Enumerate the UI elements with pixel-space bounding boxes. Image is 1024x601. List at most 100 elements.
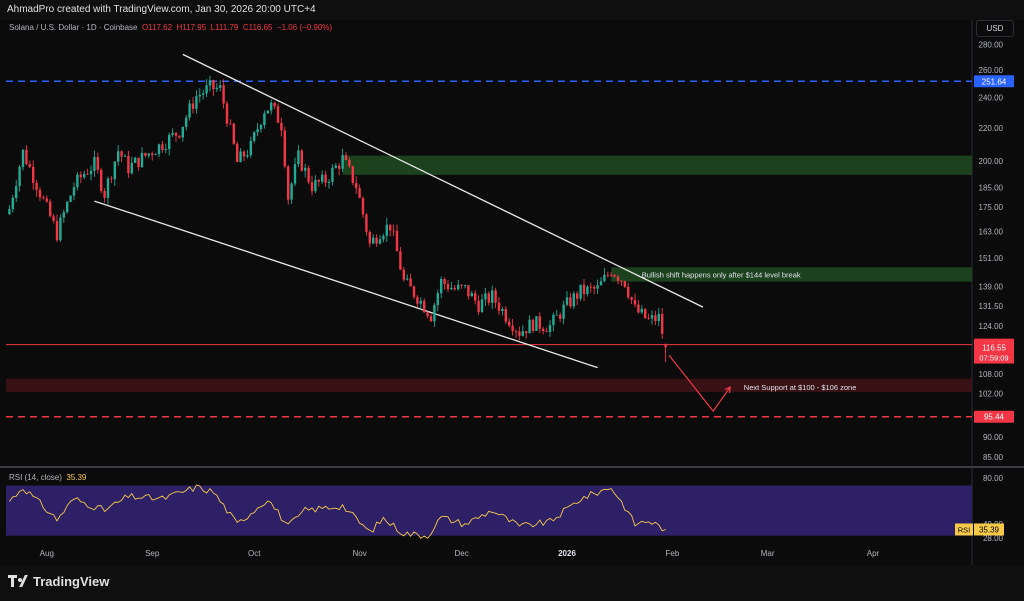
candle (239, 147, 242, 163)
candle (137, 157, 140, 171)
candle (283, 126, 286, 169)
candle (66, 200, 69, 214)
candle-body (501, 309, 504, 311)
annotation-2: Next Support at $100 - $106 zone (744, 383, 857, 392)
candle (334, 163, 337, 169)
candle-body (518, 331, 521, 336)
candle-body (8, 209, 11, 215)
candle-body (477, 300, 480, 313)
candle-body (49, 201, 52, 217)
candle (79, 171, 82, 184)
candle-body (654, 315, 657, 322)
candle-body (548, 325, 552, 332)
candle-body (66, 201, 69, 213)
candle-body (259, 125, 263, 130)
rsi-line (9, 484, 666, 539)
candle-body (72, 187, 76, 196)
candle-body (610, 274, 613, 276)
candle-body (69, 195, 72, 202)
candle (307, 165, 310, 185)
candle (191, 97, 195, 114)
candle-body (521, 331, 524, 336)
candle (378, 235, 382, 245)
candle (174, 132, 178, 142)
candle-body (467, 285, 470, 297)
price-tick-label: 85.00 (983, 453, 1004, 462)
candle (545, 327, 548, 333)
candle-body (168, 134, 171, 149)
candle-body (205, 85, 208, 94)
candle (406, 274, 409, 281)
candle (412, 285, 416, 300)
tradingview-logo[interactable]: TradingView (8, 574, 109, 589)
candle (348, 157, 351, 168)
price-label-251.64: 251.64 (982, 77, 1007, 86)
candle-body (661, 313, 664, 334)
candle (542, 326, 545, 335)
candle-body (440, 279, 443, 294)
candle (616, 274, 620, 285)
candle-body (538, 316, 541, 329)
candle-body (355, 182, 358, 189)
candle (89, 165, 93, 181)
candle-body (266, 110, 269, 114)
candle (113, 161, 116, 186)
candle-body (416, 296, 419, 304)
candle (195, 90, 198, 114)
candle (181, 126, 184, 142)
chart-panel[interactable] (0, 20, 1024, 565)
candle (358, 184, 361, 199)
candle (494, 287, 497, 309)
candle-body (297, 150, 300, 165)
candle-body (212, 80, 215, 90)
candle-body (630, 297, 633, 301)
candle-body (93, 157, 96, 171)
candle (416, 295, 419, 308)
candle (375, 234, 378, 247)
candle-body (525, 331, 528, 334)
candle (440, 276, 443, 299)
candle (650, 310, 654, 325)
candle (657, 307, 660, 327)
candle (460, 284, 463, 289)
candle (18, 164, 21, 192)
candle-body (55, 221, 59, 241)
countdown-label: 07:59:09 (979, 354, 1008, 363)
rsi-legend-label: RSI (14, close) (9, 473, 62, 482)
candle (341, 148, 344, 172)
time-tick-label: 2026 (558, 549, 576, 558)
candle-body (582, 284, 586, 295)
candle (497, 297, 501, 315)
candle-body (504, 309, 507, 322)
currency-button[interactable]: USD (976, 20, 1014, 37)
candle (127, 150, 130, 179)
price-tick-label: 220.00 (979, 124, 1004, 133)
candle (86, 168, 89, 176)
candle (229, 119, 232, 125)
created-by-text: AhmadPro created with TradingView.com, J… (7, 4, 316, 15)
candle-body (222, 85, 225, 104)
candle (654, 310, 657, 326)
price-tick-label: 280.00 (979, 40, 1004, 49)
candle-body (647, 318, 650, 319)
candle-body (511, 325, 514, 332)
candle-body (18, 166, 21, 187)
candle-body (249, 140, 252, 156)
legend-change: −1.06 (−0.90%) (276, 23, 333, 32)
candle (331, 164, 334, 186)
candle (637, 300, 640, 314)
candle-body (338, 165, 341, 169)
candle (208, 75, 212, 92)
candle (355, 176, 358, 194)
candle-body (535, 316, 538, 331)
projection-arrowhead (724, 385, 731, 394)
candle-body (253, 132, 256, 141)
candle (518, 326, 521, 341)
footer (0, 565, 1024, 601)
candle (28, 160, 31, 169)
candle (293, 157, 297, 187)
candle-body (542, 328, 545, 332)
candle-body (565, 297, 569, 305)
candle-body (45, 198, 48, 202)
